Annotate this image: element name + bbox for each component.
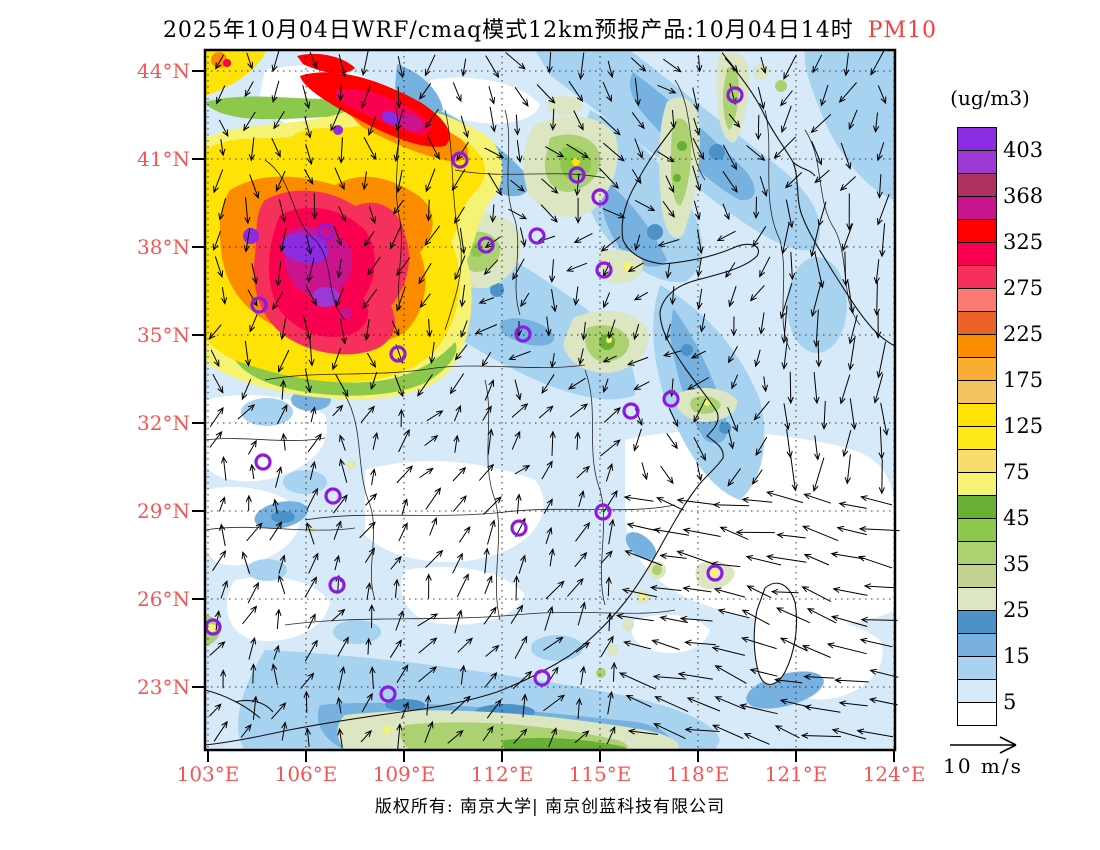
colorbar-value-label: 75 [1003,460,1030,484]
city-marker [510,519,528,537]
colorbar-cell [958,680,996,703]
title-variable: PM10 [867,18,938,43]
lat-tick-label: 44°N [137,59,190,83]
colorbar-cell [958,289,996,312]
colorbar-cell [958,496,996,519]
colorbar-cell [958,174,996,197]
colorbar-cell [958,634,996,657]
colorbar-value-label: 368 [1003,184,1044,208]
colorbar-value-label: 403 [1003,138,1044,162]
colorbar-cell [958,611,996,634]
colorbar-cell [958,220,996,243]
colorbar-value-label: 15 [1003,644,1030,668]
colorbar-cell [958,151,996,174]
colorbar-cell [958,266,996,289]
colorbar-value-label: 25 [1003,598,1030,622]
colorbar-cell [958,703,996,725]
colorbar-cell [958,519,996,542]
colorbar-cell [958,542,996,565]
pm10-hotspot [205,50,503,400]
colorbar-value-label: 35 [1003,552,1030,576]
city-marker [514,325,532,343]
axis-ticks [192,70,895,762]
colorbar-cell [958,197,996,220]
lat-tick-label: 32°N [137,411,190,435]
colorbar-cell [958,450,996,473]
colorbar-value-label: 175 [1003,368,1044,392]
wind-scale-label: 10 m/s [943,754,1023,778]
lon-tick-label: 115°E [568,762,632,786]
copyright-text: 版权所有: 南京大学| 南京创蓝科技有限公司 [374,797,726,817]
city-marker [528,227,546,245]
lat-tick-label: 29°N [137,499,190,523]
lon-tick-label: 112°E [470,762,534,786]
colorbar [957,127,997,726]
page-title: 2025年10月04日WRF/cmaq模式12km预报产品:10月04日14时 P… [0,12,1100,44]
city-marker [389,345,407,363]
lat-tick-label: 41°N [137,147,190,171]
city-marker [533,669,551,687]
city-marker [595,261,613,279]
wind-scale-arrow-icon [950,736,1017,754]
colorbar-value-label: 5 [1003,690,1017,714]
city-marker [662,390,680,408]
lat-tick-label: 23°N [137,675,190,699]
city-marker [451,151,469,169]
city-marker [477,236,495,254]
colorbar-value-label: 45 [1003,506,1030,530]
lat-tick-label: 35°N [137,323,190,347]
colorbar-value-label: 125 [1003,414,1044,438]
lon-tick-label: 103°E [176,762,240,786]
city-marker [706,564,724,582]
wind-vector-arrows [208,48,900,750]
colorbar-value-label: 225 [1003,322,1044,346]
colorbar-value-label: 275 [1003,276,1044,300]
lon-tick-label: 121°E [764,762,828,786]
lon-tick-label: 109°E [372,762,436,786]
city-marker [328,576,346,594]
city-marker [622,402,640,420]
province-borders [204,79,861,626]
coastlines [204,57,896,746]
colorbar-value-label: 325 [1003,230,1044,254]
city-marker [379,685,397,703]
colorbar-cell [958,588,996,611]
city-marker [250,296,268,314]
city-marker [591,188,609,206]
city-marker [254,453,272,471]
colorbar-cell [958,404,996,427]
colorbar-cell [958,128,996,151]
colorbar-cell [958,243,996,266]
pm10-map [192,48,900,762]
lat-tick-label: 26°N [137,587,190,611]
map-area [192,48,900,762]
colorbar-cell [958,565,996,588]
title-text: 2025年10月04日WRF/cmaq模式12km预报产品:10月04日14时 [162,18,854,43]
colorbar-cell [958,358,996,381]
lon-tick-label: 106°E [274,762,338,786]
map-frame [203,48,897,752]
city-marker [317,223,335,241]
lon-tick-label: 124°E [862,762,926,786]
colorbar-unit-label: (ug/m3) [950,86,1030,110]
lon-tick-label: 118°E [666,762,730,786]
city-marker [594,503,612,521]
city-marker [726,86,744,104]
city-marker [324,487,342,505]
colorbar-cell [958,473,996,496]
colorbar-cell [958,427,996,450]
lat-tick-label: 38°N [137,235,190,259]
colorbar-cell [958,312,996,335]
city-marker [568,166,586,184]
colorbar-cell [958,657,996,680]
colorbar-cell [958,335,996,358]
colorbar-cell [958,381,996,404]
